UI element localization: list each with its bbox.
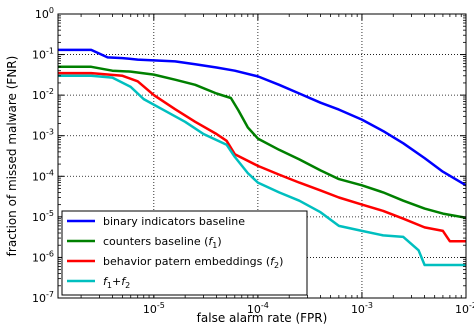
legend-label-1: binary indicators baseline bbox=[103, 215, 245, 228]
ticks bbox=[58, 13, 467, 299]
x-tick-label: 10-4 bbox=[247, 301, 269, 316]
x-tick-label: 10-2 bbox=[455, 301, 474, 316]
series-line-2 bbox=[58, 65, 466, 220]
series-layer bbox=[58, 48, 466, 267]
y-tick-label: 10-6 bbox=[32, 249, 54, 264]
legend: binary indicators baseline counters basel… bbox=[61, 210, 308, 296]
y-tick-label: 10-4 bbox=[32, 168, 54, 183]
x-tick-label: 10-3 bbox=[351, 301, 373, 316]
x-axis-label: false alarm rate (FPR) bbox=[197, 311, 328, 325]
y-tick-label: 10-7 bbox=[32, 290, 54, 305]
series-line-1 bbox=[58, 48, 466, 187]
series-line-4 bbox=[58, 74, 466, 267]
plot-frame bbox=[57, 13, 467, 299]
tick-labels: 10-5 10-4 10-3 10-2 10-7 10-6 10-5 10-4 10-3 10-2… bbox=[32, 6, 474, 316]
y-tick-label: 100 bbox=[35, 6, 54, 21]
x-tick-label: 10-5 bbox=[143, 301, 165, 316]
y-tick-label: 10-2 bbox=[32, 87, 54, 102]
y-tick-label: 10-1 bbox=[32, 47, 54, 62]
y-axis-label: fraction of missed malware (FNR) bbox=[5, 56, 19, 257]
legend-label-4: f1+f2 bbox=[103, 275, 130, 290]
y-tick-label: 10-5 bbox=[32, 209, 54, 224]
legend-label-2: counters baseline (f1) bbox=[103, 235, 222, 250]
y-tick-label: 10-3 bbox=[32, 128, 54, 143]
series-line-3 bbox=[58, 71, 466, 243]
legend-box bbox=[61, 210, 308, 296]
legend-label-3: behavior patern embeddings (f2) bbox=[103, 255, 283, 270]
